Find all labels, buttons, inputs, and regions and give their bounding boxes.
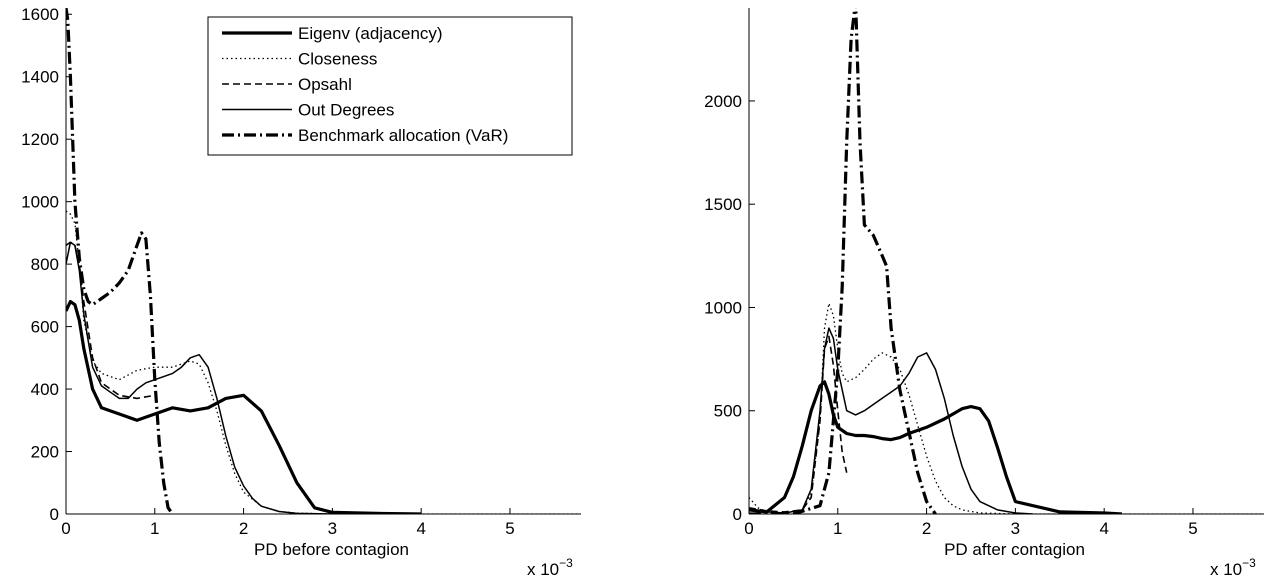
x-tick-label: 4	[416, 519, 425, 538]
x-tick-label: 4	[1099, 519, 1108, 538]
y-tick-label: 1200	[21, 130, 59, 149]
x-tick-label: 0	[61, 519, 70, 538]
x-axis-multiplier-exponent: −3	[559, 556, 573, 570]
y-tick-label: 1600	[21, 5, 59, 24]
series-opsahl	[66, 241, 155, 400]
y-tick-label: 500	[714, 402, 742, 421]
y-tick-label: 1000	[21, 193, 59, 212]
x-tick-label: 2	[239, 519, 248, 538]
legend-label: Eigenv (adjacency)	[298, 24, 443, 43]
legend-label: Closeness	[298, 50, 377, 69]
series-group	[749, 8, 1264, 514]
y-tick-label: 1400	[21, 68, 59, 87]
chart-pd-before-contagion: 0 1 2 3 4 5 0 200 400 600 800 1000 1200 1400 1600 PD be…	[21, 5, 581, 578]
x-tick-label: 1	[150, 519, 159, 538]
x-tick-label: 5	[505, 519, 514, 538]
y-tick-label: 200	[31, 443, 59, 462]
x-tick-label: 1	[833, 519, 842, 538]
series-closeness	[66, 210, 581, 514]
x-axis-multiplier-base: x 10	[527, 560, 559, 578]
series-eigenv-adjacency	[66, 300, 422, 514]
x-axis-multiplier: x 10−3	[1210, 556, 1256, 578]
legend-label: Out Degrees	[298, 101, 394, 120]
x-tick-label: 0	[744, 519, 753, 538]
x-tick-label: 2	[922, 519, 931, 538]
series-benchmark-allocation-var	[749, 8, 937, 514]
x-axis-multiplier-exponent: −3	[1242, 556, 1256, 570]
y-tick-label: 1500	[704, 195, 742, 214]
chart-legend: Eigenv (adjacency) Closeness Opsahl Out Deg…	[207, 16, 573, 156]
x-tick-label: 5	[1188, 519, 1197, 538]
y-tick-label: 0	[50, 505, 59, 524]
y-tick-label: 2000	[704, 92, 742, 111]
legend-label: Opsahl	[298, 75, 352, 94]
legend-box	[207, 16, 573, 156]
x-axis-label: PD after contagion	[944, 540, 1085, 559]
x-axis-multiplier-base: x 10	[1210, 560, 1242, 578]
series-benchmark-allocation-var	[66, 8, 174, 514]
y-tick-label: 1000	[704, 298, 742, 317]
x-tick-label: 3	[1011, 519, 1020, 538]
series-out-degrees	[66, 241, 333, 514]
x-tick-label: 3	[328, 519, 337, 538]
y-tick-label: 600	[31, 318, 59, 337]
y-tick-label: 800	[31, 255, 59, 274]
series-out-degrees	[749, 327, 1034, 514]
y-tick-label: 0	[733, 505, 742, 524]
x-axis-label: PD before contagion	[254, 540, 409, 559]
chart-pd-after-contagion: 0 1 2 3 4 5 0 500 1000 1500 2000 PD after contagion…	[704, 8, 1264, 578]
y-tick-label: 400	[31, 380, 59, 399]
series-eigenv-adjacency	[749, 380, 1122, 514]
x-axis-multiplier: x 10−3	[527, 556, 573, 578]
legend-label: Benchmark allocation (VaR)	[298, 126, 508, 145]
series-group	[66, 8, 581, 514]
